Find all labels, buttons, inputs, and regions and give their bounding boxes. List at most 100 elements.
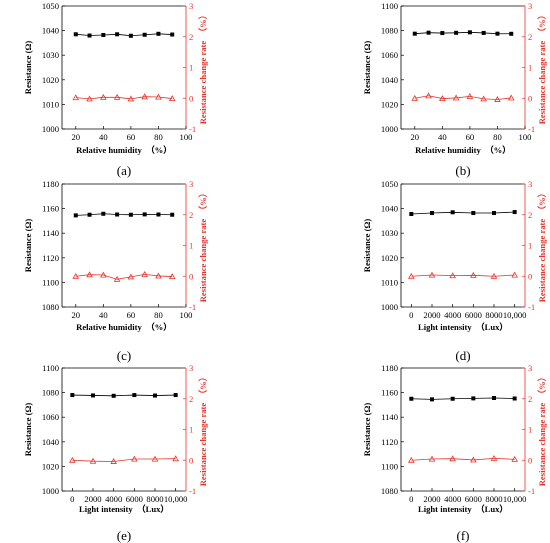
resistance-point	[128, 33, 133, 38]
resistance-point	[481, 30, 486, 35]
y-tick-label: 1000	[381, 124, 398, 134]
y-tick-label: 1020	[381, 253, 398, 263]
change-rate-point	[511, 271, 518, 278]
y2-tick-label: 1	[189, 241, 193, 251]
x-tick-label: 4000	[105, 494, 122, 504]
resistance-point	[409, 396, 414, 401]
change-rate-point	[168, 95, 176, 102]
y2-tick-label: 2	[189, 32, 193, 42]
panel-label: (c)	[117, 348, 131, 363]
x-tick-label: 60	[127, 310, 136, 320]
change-rate-point	[449, 272, 456, 279]
y-tick-label: 1140	[42, 228, 59, 238]
y-tick-label: 1010	[42, 99, 59, 109]
y2-tick-label: 0	[189, 93, 193, 103]
y2-tick-label: 1	[528, 241, 532, 251]
change-rate-point	[172, 455, 179, 462]
resistance-line	[411, 397, 515, 400]
y2-tick-label: -1	[189, 486, 196, 496]
y-tick-label: 1160	[381, 388, 398, 398]
y-tick-label: 1060	[381, 50, 398, 60]
x-tick-label: 6000	[465, 494, 482, 504]
change-rate-point	[69, 456, 76, 463]
change-rate-point	[127, 95, 135, 102]
x-axis-title: Relative humidity （%）	[76, 145, 172, 155]
panel-label: (d)	[455, 348, 470, 363]
change-rate-point	[425, 92, 432, 99]
change-rate-point	[141, 270, 148, 277]
y2-tick-label: 2	[528, 210, 532, 220]
resistance-point	[156, 31, 161, 36]
y-axis-title: Resistance (Ω)	[362, 41, 372, 95]
change-rate-point	[470, 456, 477, 463]
y-tick-label: 1040	[42, 437, 59, 447]
change-rate-point	[439, 95, 446, 102]
y-axis-title: Resistance (Ω)	[23, 219, 33, 273]
x-tick-label: 40	[99, 310, 108, 320]
x-tick-label: 40	[99, 132, 108, 142]
resistance-point	[412, 31, 417, 36]
resistance-point	[115, 212, 120, 217]
chart-panel-d: 1000 1010 1020 1030 1040 1050 -1 0 1 2 3 0 2000 4000 6…	[362, 179, 547, 363]
change-rate-point	[110, 458, 117, 464]
resistance-point	[454, 30, 459, 35]
y2-tick-label: 3	[528, 1, 532, 11]
resistance-point	[467, 30, 472, 35]
resistance-point	[495, 31, 500, 36]
x-tick-label: 80	[154, 310, 163, 320]
y2-tick-label: -1	[528, 302, 535, 312]
change-rate-point	[141, 93, 148, 100]
change-rate-line	[72, 458, 176, 462]
y2-tick-label: 2	[189, 210, 193, 220]
y2-tick-label: 2	[528, 394, 532, 404]
y2-tick-label: 3	[528, 179, 532, 189]
change-rate-point	[72, 94, 80, 101]
resistance-point	[492, 211, 496, 216]
change-rate-point	[449, 455, 456, 462]
chart-panel-c: 1080 1100 1120 1140 1160 1180 -1 0 1 2 3 20 40 60 80 10…	[23, 179, 208, 363]
resistance-point	[471, 396, 476, 401]
y-tick-label: 1120	[42, 253, 59, 263]
x-tick-label: 2000	[423, 310, 440, 320]
y2-tick-label: 1	[189, 425, 193, 435]
panel-label: (e)	[117, 528, 131, 543]
x-axis-title: Light intensity （Lux）	[418, 504, 508, 514]
y-tick-label: 1040	[381, 204, 398, 214]
y2-tick-label: -1	[528, 486, 535, 496]
resistance-point	[512, 210, 517, 215]
change-rate-point	[428, 271, 436, 278]
y-tick-label: 1000	[42, 486, 59, 496]
y-tick-label: 1120	[381, 437, 398, 447]
change-rate-point	[466, 92, 474, 99]
x-tick-label: 0	[409, 310, 413, 320]
x-tick-label: 0	[70, 494, 74, 504]
change-rate-point	[452, 94, 460, 101]
y-axis-title: Resistance (Ω)	[23, 403, 33, 457]
change-rate-line	[411, 457, 515, 461]
resistance-point	[73, 32, 78, 37]
x-tick-label: 20	[410, 132, 419, 142]
resistance-line	[414, 31, 512, 35]
change-rate-point	[494, 96, 501, 102]
change-rate-line	[75, 273, 173, 280]
x-tick-label: 80	[493, 132, 502, 142]
change-rate-point	[168, 273, 176, 280]
change-rate-point	[113, 275, 121, 282]
x-tick-label: 40	[438, 132, 447, 142]
x-tick-label: 80	[154, 132, 163, 142]
y-tick-label: 1100	[381, 1, 398, 11]
y2-tick-label: -1	[189, 302, 196, 312]
y2-axis-title: Resistance change rate （%）	[198, 189, 208, 303]
resistance-point	[101, 33, 106, 38]
y2-tick-label: 1	[528, 425, 532, 435]
resistance-line	[75, 213, 173, 216]
resistance-point	[426, 30, 431, 35]
y2-tick-label: 2	[528, 32, 532, 42]
x-axis-title: Relative humidity （%）	[76, 322, 172, 332]
change-rate-point	[480, 95, 487, 102]
change-rate-point	[411, 94, 419, 101]
y2-tick-label: 1	[528, 63, 532, 73]
y2-axis-title: Resistance change rate （%）	[537, 11, 547, 125]
chart-panel-a: 1000 1010 1020 1030 1040 1050 -1 0 1 2 3 20 40 60 80 10…	[23, 1, 208, 178]
y2-axis-title: Resistance change rate （%）	[198, 11, 208, 125]
